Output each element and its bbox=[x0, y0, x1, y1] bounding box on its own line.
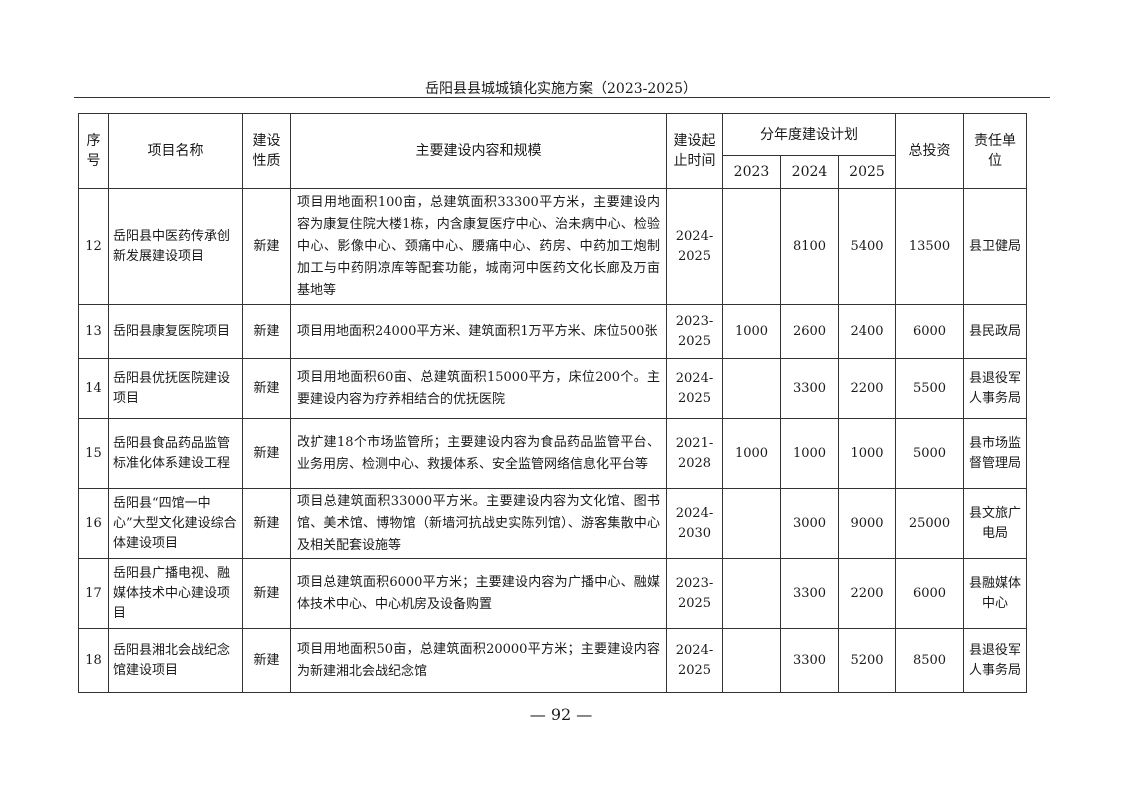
cell-nature: 新建 bbox=[242, 488, 291, 559]
table-row: 16 岳阳县“四馆一中心”大型文化建设综合体建设项目 新建 项目总建筑面积33000平… bbox=[78, 488, 1027, 559]
cell-unit: 县退役军人事务局 bbox=[963, 628, 1027, 693]
cell-name: 岳阳县“四馆一中心”大型文化建设综合体建设项目 bbox=[108, 488, 243, 559]
cell-content: 项目用地面积60亩、总建筑面积15000平方，床位200个。主要建设内容为疗养相… bbox=[290, 358, 667, 419]
table-row: 12 岳阳县中医药传承创新发展建设项目 新建 项目用地面积100亩，总建筑面积3330… bbox=[78, 188, 1027, 305]
cell-period: 2021-2028 bbox=[666, 418, 723, 489]
cell-nature: 新建 bbox=[242, 304, 291, 359]
cell-period: 2024-2025 bbox=[666, 358, 723, 419]
cell-content: 项目总建筑面积6000平方米；主要建设内容为广播中心、融媒体技术中心、中心机房及… bbox=[290, 558, 667, 629]
cell-y2025: 2200 bbox=[838, 558, 896, 629]
col-total: 总投资 bbox=[895, 113, 964, 189]
header-divider bbox=[74, 97, 1050, 98]
cell-total: 13500 bbox=[895, 188, 964, 305]
table-row: 13 岳阳县康复医院项目 新建 项目用地面积24000平方米、建筑面积1万平方米、床位… bbox=[78, 304, 1027, 359]
cell-total: 25000 bbox=[895, 488, 964, 559]
col-unit: 责任单位 bbox=[963, 113, 1027, 189]
document-header: 岳阳县县城城镇化实施方案（2023-2025） bbox=[425, 81, 697, 97]
cell-content: 项目用地面积24000平方米、建筑面积1万平方米、床位500张 bbox=[290, 304, 667, 359]
col-year-2025: 2025 bbox=[838, 155, 896, 189]
cell-period: 2024-2030 bbox=[666, 488, 723, 559]
col-content: 主要建设内容和规模 bbox=[290, 113, 667, 189]
cell-no: 12 bbox=[78, 188, 109, 305]
cell-total: 8500 bbox=[895, 628, 964, 693]
cell-unit: 县民政局 bbox=[963, 304, 1027, 359]
table-row: 15 岳阳县食品药品监管标准化体系建设工程 新建 改扩建18个市场监管所；主要建设内容… bbox=[78, 418, 1027, 489]
cell-unit: 县融媒体中心 bbox=[963, 558, 1027, 629]
table-row: 14 岳阳县优抚医院建设项目 新建 项目用地面积60亩、总建筑面积15000平方，床位… bbox=[78, 358, 1027, 419]
cell-nature: 新建 bbox=[242, 188, 291, 305]
cell-content: 项目总建筑面积33000平方米。主要建设内容为文化馆、图书馆、美术馆、博物馆（新… bbox=[290, 488, 667, 559]
cell-period: 2024-2025 bbox=[666, 188, 723, 305]
cell-period: 2023-2025 bbox=[666, 558, 723, 629]
cell-y2023 bbox=[722, 558, 781, 629]
col-plan: 分年度建设计划 bbox=[722, 113, 896, 156]
cell-y2024: 3300 bbox=[780, 358, 839, 419]
cell-total: 6000 bbox=[895, 558, 964, 629]
cell-y2023 bbox=[722, 358, 781, 419]
cell-y2023 bbox=[722, 488, 781, 559]
cell-total: 5000 bbox=[895, 418, 964, 489]
cell-no: 18 bbox=[78, 628, 109, 693]
cell-content: 项目用地面积100亩，总建筑面积33300平方米，主要建设内容为康复住院大楼1栋… bbox=[290, 188, 667, 305]
table-row: 18 岳阳县湘北会战纪念馆建设项目 新建 项目用地面积50亩，总建筑面积20000平方… bbox=[78, 628, 1027, 693]
cell-no: 14 bbox=[78, 358, 109, 419]
cell-name: 岳阳县食品药品监管标准化体系建设工程 bbox=[108, 418, 243, 489]
project-table: 序号 项目名称 建设性质 主要建设内容和规模 建设起止时间 分年度建设计划 总投… bbox=[78, 113, 1027, 693]
cell-y2023: 1000 bbox=[722, 418, 781, 489]
cell-no: 15 bbox=[78, 418, 109, 489]
cell-y2025: 9000 bbox=[838, 488, 896, 559]
col-nature: 建设性质 bbox=[242, 113, 291, 189]
cell-unit: 县文旅广电局 bbox=[963, 488, 1027, 559]
cell-total: 6000 bbox=[895, 304, 964, 359]
cell-no: 16 bbox=[78, 488, 109, 559]
cell-no: 13 bbox=[78, 304, 109, 359]
cell-y2025: 1000 bbox=[838, 418, 896, 489]
cell-y2025: 2200 bbox=[838, 358, 896, 419]
cell-nature: 新建 bbox=[242, 418, 291, 489]
cell-nature: 新建 bbox=[242, 558, 291, 629]
cell-no: 17 bbox=[78, 558, 109, 629]
cell-y2024: 1000 bbox=[780, 418, 839, 489]
cell-y2025: 5200 bbox=[838, 628, 896, 693]
cell-name: 岳阳县中医药传承创新发展建设项目 bbox=[108, 188, 243, 305]
cell-y2024: 2600 bbox=[780, 304, 839, 359]
cell-unit: 县卫健局 bbox=[963, 188, 1027, 305]
cell-y2024: 8100 bbox=[780, 188, 839, 305]
col-year-2024: 2024 bbox=[780, 155, 839, 189]
cell-content: 项目用地面积50亩，总建筑面积20000平方米；主要建设内容为新建湘北会战纪念馆 bbox=[290, 628, 667, 693]
cell-y2025: 5400 bbox=[838, 188, 896, 305]
cell-y2023 bbox=[722, 188, 781, 305]
cell-content: 改扩建18个市场监管所；主要建设内容为食品药品监管平台、业务用房、检测中心、救援… bbox=[290, 418, 667, 489]
col-period: 建设起止时间 bbox=[666, 113, 723, 189]
table-row: 17 岳阳县广播电视、融媒体技术中心建设项目 新建 项目总建筑面积6000平方米；主要… bbox=[78, 558, 1027, 629]
cell-name: 岳阳县广播电视、融媒体技术中心建设项目 bbox=[108, 558, 243, 629]
col-year-2023: 2023 bbox=[722, 155, 781, 189]
cell-total: 5500 bbox=[895, 358, 964, 419]
col-name: 项目名称 bbox=[108, 113, 243, 189]
cell-y2024: 3300 bbox=[780, 558, 839, 629]
cell-name: 岳阳县湘北会战纪念馆建设项目 bbox=[108, 628, 243, 693]
cell-nature: 新建 bbox=[242, 628, 291, 693]
page-number: — 92 — bbox=[529, 705, 593, 724]
col-no: 序号 bbox=[78, 113, 109, 189]
cell-y2023: 1000 bbox=[722, 304, 781, 359]
cell-name: 岳阳县康复医院项目 bbox=[108, 304, 243, 359]
cell-y2025: 2400 bbox=[838, 304, 896, 359]
cell-name: 岳阳县优抚医院建设项目 bbox=[108, 358, 243, 419]
cell-unit: 县退役军人事务局 bbox=[963, 358, 1027, 419]
cell-period: 2024-2025 bbox=[666, 628, 723, 693]
cell-nature: 新建 bbox=[242, 358, 291, 419]
cell-y2023 bbox=[722, 628, 781, 693]
cell-y2024: 3000 bbox=[780, 488, 839, 559]
cell-period: 2023-2025 bbox=[666, 304, 723, 359]
cell-unit: 县市场监督管理局 bbox=[963, 418, 1027, 489]
cell-y2024: 3300 bbox=[780, 628, 839, 693]
